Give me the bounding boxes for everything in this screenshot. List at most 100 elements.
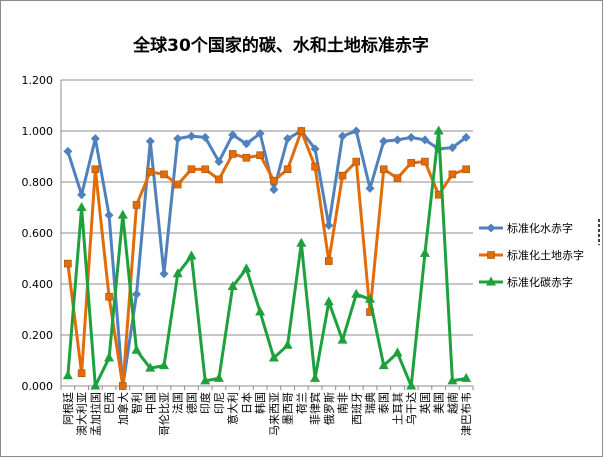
legend-item: 标准化碳赤字 xyxy=(479,275,573,289)
data-point xyxy=(406,380,417,390)
x-tick-label: 津巴布韦 xyxy=(460,392,473,436)
x-tick-label: 荷兰 xyxy=(295,392,308,414)
data-point xyxy=(77,369,86,378)
data-point xyxy=(447,143,457,153)
data-point xyxy=(228,150,237,158)
data-point xyxy=(227,281,238,291)
data-point xyxy=(173,180,182,189)
data-point xyxy=(145,136,155,146)
data-point xyxy=(462,165,470,174)
data-point xyxy=(352,157,361,166)
gridlines xyxy=(61,79,473,336)
data-point xyxy=(132,201,141,209)
legend-item: 标准化水赤字 xyxy=(479,221,573,235)
data-point xyxy=(172,268,183,278)
y-tick-label: 0.400 xyxy=(22,278,54,291)
data-point xyxy=(324,257,333,265)
y-tick-label: 0.000 xyxy=(22,380,54,393)
data-point xyxy=(407,159,416,167)
y-tick-label: 1.000 xyxy=(22,125,54,138)
x-tick-label: 澳大利亚 xyxy=(75,392,89,436)
legend-item: 标准化土地赤字 xyxy=(479,248,584,262)
data-point xyxy=(186,250,197,260)
data-point xyxy=(351,126,361,136)
x-tick-label: 印尼 xyxy=(213,392,226,414)
legend-label: 标准化碳赤字 xyxy=(507,275,573,289)
data-point xyxy=(90,134,100,144)
x-tick-label: 美国 xyxy=(433,392,446,414)
data-point xyxy=(215,175,223,184)
data-point xyxy=(419,247,430,257)
data-point xyxy=(461,132,471,142)
x-tick-label: 俄罗斯 xyxy=(323,392,336,425)
data-point xyxy=(241,139,251,149)
x-tick-label: 西班牙 xyxy=(350,392,363,425)
data-point xyxy=(159,360,169,370)
data-point xyxy=(242,153,251,162)
data-point xyxy=(200,375,211,385)
x-tick-label: 哥伦比亚 xyxy=(157,392,171,436)
data-point xyxy=(255,129,265,139)
data-point xyxy=(310,372,321,382)
y-tick-labels: 0.000 0.200 0.400 0.600 0.800 1.000 1.200 xyxy=(22,74,54,393)
x-tick-label: 巴西 xyxy=(103,392,116,414)
x-tick-label: 瑞典 xyxy=(363,392,377,414)
x-tick-label: 日本 xyxy=(239,392,253,414)
data-point xyxy=(77,190,87,200)
data-point xyxy=(392,135,402,145)
data-point xyxy=(406,132,416,142)
data-point xyxy=(270,176,278,185)
data-point xyxy=(337,334,348,344)
data-point xyxy=(132,289,142,299)
x-tick-label: 土耳其 xyxy=(391,392,404,425)
x-tick-label: 中国 xyxy=(144,392,157,414)
data-point xyxy=(296,237,307,247)
data-point xyxy=(117,209,128,219)
x-tick-label: 乌干达 xyxy=(404,392,418,425)
x-tick-labels: 阿根廷 澳大利亚 孟加拉国 巴西 加拿大 智利 中国 哥伦比亚 法国 德国 印度 印尼 意大利 日本 韩国马… xyxy=(61,392,473,436)
x-tick-label: 印度 xyxy=(198,392,212,414)
data-point xyxy=(228,130,238,140)
y-tick-label: 0.600 xyxy=(22,227,54,240)
data-point xyxy=(338,131,348,141)
data-point xyxy=(433,125,444,135)
data-point xyxy=(131,344,142,354)
data-point xyxy=(324,220,334,230)
x-tick-label: 法国 xyxy=(171,392,185,414)
data-point xyxy=(104,352,115,362)
data-point xyxy=(311,162,319,171)
x-tick-label: 泰国 xyxy=(377,392,391,414)
data-point xyxy=(214,157,224,167)
data-point xyxy=(146,168,155,176)
data-point xyxy=(447,375,458,385)
chart-title: 全球30个国家的碳、水和土地标准赤字 xyxy=(133,36,429,56)
x-tick-label: 加拿大 xyxy=(116,392,130,425)
x-tick-label: 马来西亚 xyxy=(268,392,281,436)
data-point xyxy=(159,269,169,279)
data-point xyxy=(393,174,402,182)
x-tick-label: 韩国 xyxy=(253,392,267,414)
series-group xyxy=(62,125,472,391)
x-tick-label: 孟加拉国 xyxy=(88,392,102,436)
data-point xyxy=(105,292,113,301)
data-point xyxy=(213,372,224,382)
data-point xyxy=(187,165,196,174)
data-point xyxy=(90,380,101,390)
data-point xyxy=(160,170,168,179)
series-2 xyxy=(64,127,470,390)
frame-edge-mark xyxy=(598,219,600,245)
data-point xyxy=(365,293,375,303)
data-point xyxy=(421,157,429,166)
data-point xyxy=(323,296,334,306)
data-point xyxy=(173,134,183,144)
data-point xyxy=(351,288,362,298)
data-point xyxy=(365,183,375,193)
data-point xyxy=(310,144,320,154)
data-point xyxy=(145,362,156,372)
data-point xyxy=(241,263,252,273)
data-point xyxy=(200,132,210,142)
data-point xyxy=(256,151,264,160)
data-point xyxy=(76,202,87,211)
